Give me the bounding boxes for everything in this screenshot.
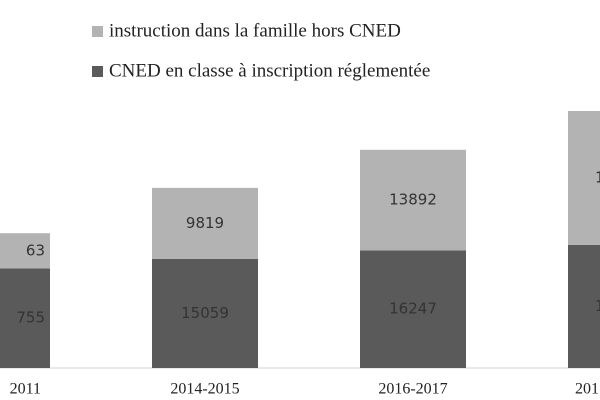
bar-segment [152,258,258,368]
x-tick-label: 201 [575,381,599,398]
legend-label: instruction dans la famille hors CNED [109,20,401,41]
bar-segment [0,233,50,269]
x-tick-label: 2014-2015 [170,381,239,398]
value-label: 755 [16,309,45,327]
value-label: 13892 [389,191,437,209]
legend-label: CNED en classe à inscription réglementée [109,60,430,81]
value-label: 16247 [389,300,437,318]
legend-swatch [92,66,103,77]
x-tick-label: 2016-2017 [378,381,447,398]
bar-segment [360,250,466,368]
bar-segment [568,110,600,245]
bar-segment [568,244,600,368]
value-label: 15059 [181,304,229,322]
bar-segment [152,187,258,259]
value-label: 63 [26,241,45,259]
value-label: 9819 [186,214,224,232]
bar-segment [360,149,466,251]
value-label: 1 [595,297,600,315]
value-label: 1 [595,168,600,186]
legend-swatch [92,26,103,37]
bar-segment [0,268,50,368]
x-tick-label: 2011 [10,381,41,398]
